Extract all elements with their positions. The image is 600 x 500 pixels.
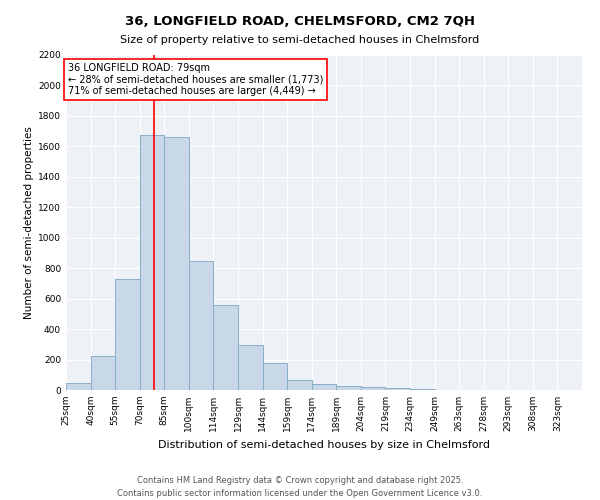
Text: 36, LONGFIELD ROAD, CHELMSFORD, CM2 7QH: 36, LONGFIELD ROAD, CHELMSFORD, CM2 7QH: [125, 15, 475, 28]
Bar: [336, 386, 361, 390]
Bar: [287, 380, 312, 390]
Bar: [140, 135, 164, 390]
Bar: [238, 345, 263, 390]
Bar: [361, 388, 385, 390]
Bar: [263, 364, 287, 390]
Text: Contains HM Land Registry data © Crown copyright and database right 2025.
Contai: Contains HM Land Registry data © Crown c…: [118, 476, 482, 498]
Bar: [214, 304, 238, 390]
Bar: [410, 389, 434, 390]
Bar: [66, 383, 91, 390]
Bar: [189, 262, 214, 390]
Bar: [312, 384, 336, 390]
Y-axis label: Number of semi-detached properties: Number of semi-detached properties: [24, 126, 34, 319]
Bar: [164, 137, 189, 390]
Bar: [385, 388, 410, 390]
Bar: [115, 279, 140, 390]
X-axis label: Distribution of semi-detached houses by size in Chelmsford: Distribution of semi-detached houses by …: [158, 440, 490, 450]
Text: 36 LONGFIELD ROAD: 79sqm
← 28% of semi-detached houses are smaller (1,773)
71% o: 36 LONGFIELD ROAD: 79sqm ← 28% of semi-d…: [68, 62, 323, 96]
Text: Size of property relative to semi-detached houses in Chelmsford: Size of property relative to semi-detach…: [121, 35, 479, 45]
Bar: [91, 356, 115, 390]
